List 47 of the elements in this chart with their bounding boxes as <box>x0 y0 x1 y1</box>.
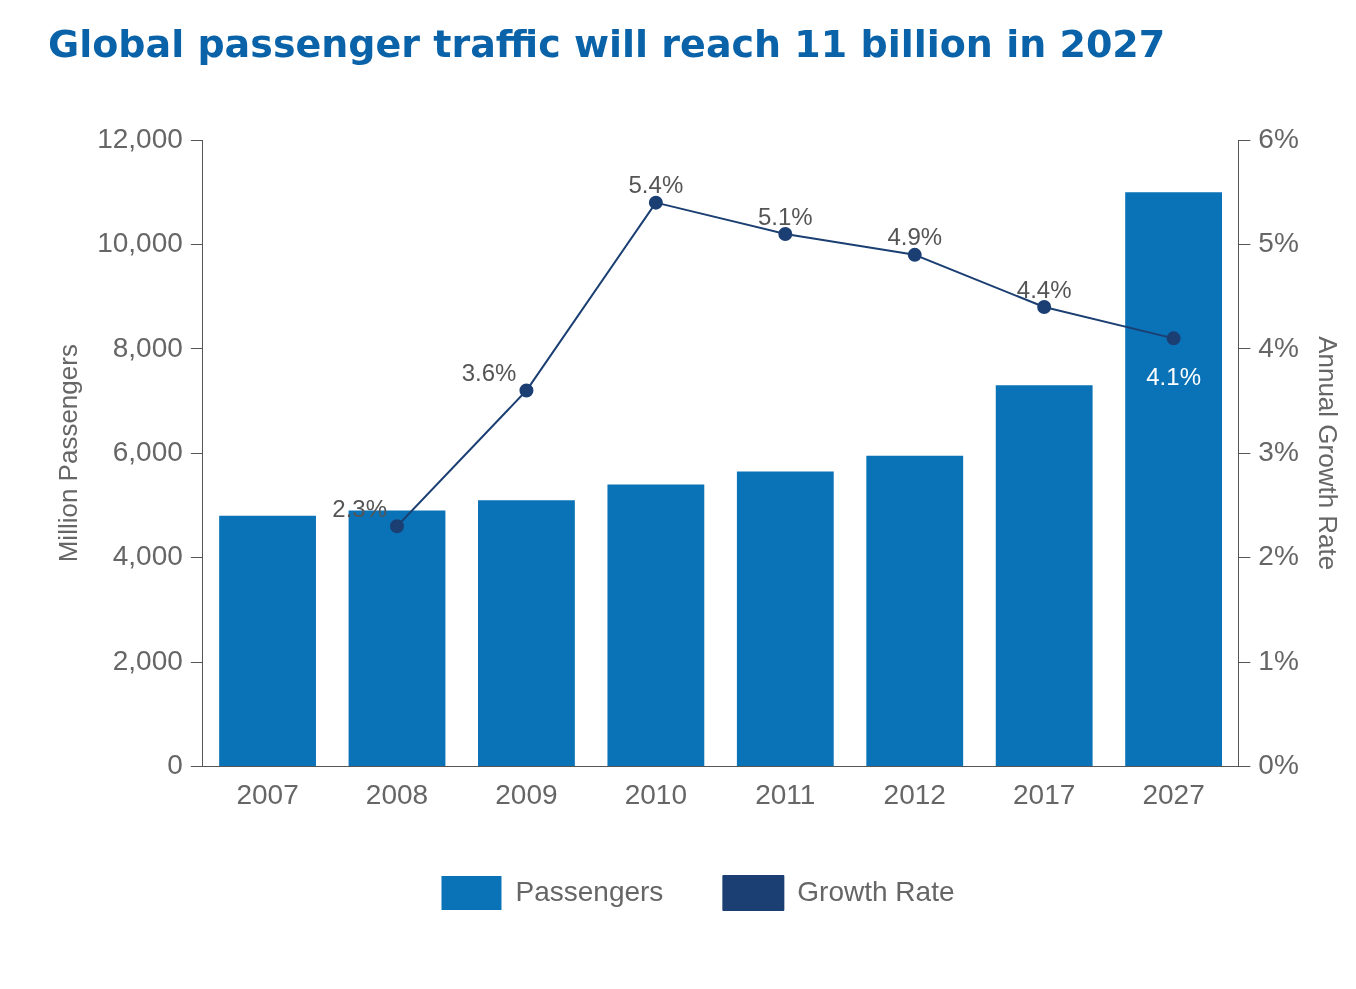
y-tick-label: 8,000 <box>112 331 183 363</box>
y-tick-label: 0 <box>167 749 183 781</box>
bar <box>866 455 964 766</box>
y-tick-label: 12,000 <box>97 122 183 154</box>
y-axis-title: Million Passengers <box>52 344 83 563</box>
y-tick-label: 10,000 <box>97 227 183 259</box>
y-tick-label: 4,000 <box>112 540 183 572</box>
x-tick-label: 2011 <box>755 778 816 810</box>
y2-tick-label: 5% <box>1258 227 1299 259</box>
data-label: 4.1% <box>1146 362 1201 390</box>
data-label: 3.6% <box>461 359 517 387</box>
y2-tick-label: 2% <box>1258 540 1299 572</box>
x-tick-label: 2010 <box>624 778 688 810</box>
bar <box>607 484 705 766</box>
y2-tick-label: 3% <box>1258 435 1299 467</box>
x-tick-label: 2007 <box>236 778 299 810</box>
y-tick-label: 6,000 <box>112 435 183 467</box>
x-tick-label: 2017 <box>1013 778 1076 810</box>
point <box>519 383 534 398</box>
bar <box>736 471 834 766</box>
point <box>1166 331 1181 346</box>
y2-axis-title: Annual Growth Rate <box>1313 336 1344 571</box>
y2-tick-label: 4% <box>1258 331 1299 363</box>
y2-tick-label: 6% <box>1258 122 1299 154</box>
point <box>907 247 922 262</box>
legend-label: Growth Rate <box>797 875 955 907</box>
y2-tick-label: 1% <box>1258 644 1299 676</box>
point <box>390 519 404 534</box>
x-tick-label: 2027 <box>1142 778 1205 810</box>
x-tick-label: 2009 <box>495 778 558 810</box>
x-tick-label: 2012 <box>883 778 946 810</box>
bar <box>219 515 316 766</box>
data-label: 5.1% <box>757 202 813 230</box>
point <box>1037 300 1052 315</box>
y-tick-label: 2,000 <box>112 644 183 676</box>
legend-label: Passengers <box>515 875 664 907</box>
y2-tick-label: 0% <box>1258 749 1299 781</box>
bar <box>1125 192 1223 766</box>
data-label: 4.9% <box>887 223 943 251</box>
chart-title: Global passenger traffic will reach 11 billion in 2027 <box>48 22 1166 66</box>
x-tick-label: 2008 <box>365 778 429 810</box>
point <box>778 226 793 241</box>
bar <box>995 385 1093 766</box>
data-label: 5.4% <box>628 171 684 199</box>
data-label: 4.4% <box>1016 275 1072 303</box>
point <box>648 195 663 210</box>
bar <box>478 500 575 766</box>
